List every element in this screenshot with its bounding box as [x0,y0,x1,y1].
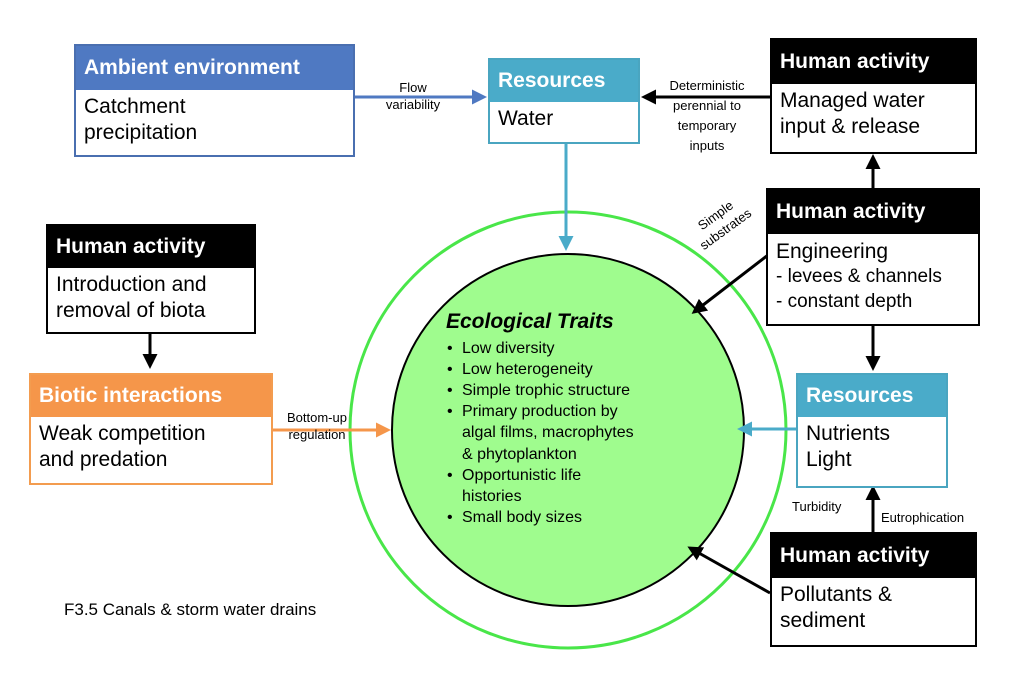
box-text-line: Engineering [776,240,889,263]
human-activity-managed-body: Managed water input & release [772,84,975,139]
label-bottom-up-regulation: Bottom-up regulation [274,410,360,444]
trait-item: Small body sizes [440,507,710,528]
resources-water-body: Water [490,102,638,132]
resources-nutrients-title: Resources [798,375,946,417]
ambient-environment-body: Catchment precipitation [76,90,353,145]
box-text-line: - levees & channels [776,266,942,288]
box-text-line: and predation [39,447,168,471]
ambient-environment-box: Ambient environment Catchment precipitat… [74,44,355,157]
ecological-traits-title: Ecological Traits [446,310,614,333]
label-eutrophication: Eutrophication [881,510,965,525]
trait-item: Opportunistic life [440,465,710,486]
trait-item-continuation: & phytoplankton [462,445,577,463]
human-activity-pollutants-title: Human activity [772,534,975,578]
box-text-line: sediment [780,608,866,632]
label-line: Deterministic [669,78,745,93]
ecological-traits: Ecological Traits Low diversityLow heter… [440,310,710,528]
box-text-line: Pollutants & [780,583,893,606]
human-activity-pollutants-body: Pollutants & sediment [772,578,975,633]
human-activity-engineering-body: Engineering - levees & channels - consta… [768,234,978,315]
label-line: Bottom-up [287,410,347,425]
label-line: inputs [689,138,725,154]
figure-caption: F3.5 Canals & storm water drains [64,600,317,619]
human-activity-managed-title: Human activity [772,40,975,84]
arrow-simple-substrates [691,253,769,314]
resources-water-title: Resources [490,60,638,102]
trait-item: Low heterogeneity [440,359,710,380]
ecological-traits-list: Low diversityLow heterogeneitySimple tro… [440,338,710,528]
biotic-interactions-body: Weak competition and predation [31,417,271,472]
resources-nutrients-box: Resources Nutrients Light [796,373,948,488]
box-text-line: - constant depth [776,290,913,312]
trait-item-continuation: histories [462,487,522,505]
human-activity-engineering-title: Human activity [768,190,978,234]
label-flow-variability: Flow variability [368,80,458,114]
label-turbidity: Turbidity [792,499,842,514]
box-text-line: Introduction and [56,273,207,296]
human-activity-pollutants-box: Human activity Pollutants & sediment [770,532,977,647]
box-text-line: Managed water [780,89,925,112]
trait-item-continuation: algal films, macrophytes [462,424,634,442]
biotic-interactions-box: Biotic interactions Weak competition and… [29,373,273,485]
label-line: perennial to [673,98,741,114]
resources-water-box: Resources Water [488,58,640,144]
human-activity-biota-title: Human activity [48,226,254,268]
box-text-line: precipitation [84,120,198,144]
label-line: temporary [677,118,737,134]
trait-item: Simple trophic structure [440,380,710,401]
trait-item: Low diversity [440,338,710,359]
box-text-line: removal of biota [56,298,206,322]
resources-nutrients-body: Nutrients Light [798,417,946,472]
label-line: variability [385,96,441,112]
box-text-line: Light [806,447,852,471]
arrow-pollutants-to-traits [687,546,771,595]
box-text-line: Nutrients [806,422,891,445]
trait-item: Primary production by [440,401,710,422]
box-text-line: Weak competition [39,422,206,445]
box-text-line: Catchment [84,95,186,118]
box-text-line: input & release [780,114,921,138]
biotic-interactions-title: Biotic interactions [31,375,271,417]
human-activity-biota-box: Human activity Introduction and removal … [46,224,256,334]
label-line: regulation [288,426,346,442]
box-text-line: Water [498,107,554,130]
label-line: Flow [399,80,427,95]
human-activity-managed-box: Human activity Managed water input & rel… [770,38,977,154]
human-activity-biota-body: Introduction and removal of biota [48,268,254,323]
label-deterministic: Deterministic perennial to temporary inp… [652,76,762,157]
human-activity-engineering-box: Human activity Engineering - levees & ch… [766,188,980,326]
ambient-environment-title: Ambient environment [76,46,353,90]
